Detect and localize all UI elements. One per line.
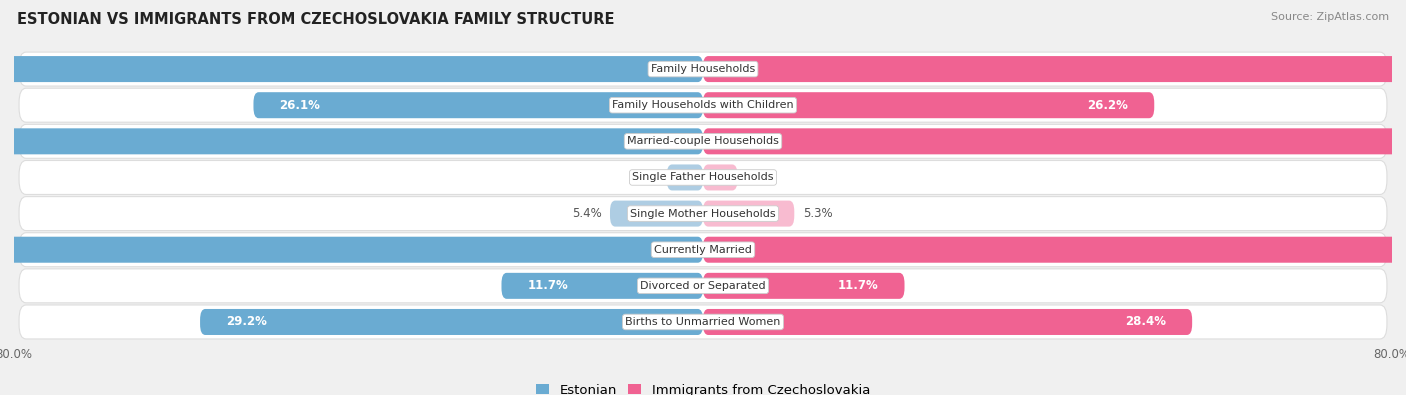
Text: 29.2%: 29.2% bbox=[226, 316, 267, 329]
FancyBboxPatch shape bbox=[0, 128, 703, 154]
FancyBboxPatch shape bbox=[0, 237, 703, 263]
Text: Family Households: Family Households bbox=[651, 64, 755, 74]
FancyBboxPatch shape bbox=[502, 273, 703, 299]
FancyBboxPatch shape bbox=[703, 164, 738, 190]
FancyBboxPatch shape bbox=[703, 56, 1406, 82]
Text: 11.7%: 11.7% bbox=[527, 279, 568, 292]
Text: 11.7%: 11.7% bbox=[838, 279, 879, 292]
FancyBboxPatch shape bbox=[703, 128, 1406, 154]
Text: 2.0%: 2.0% bbox=[747, 171, 776, 184]
FancyBboxPatch shape bbox=[253, 92, 703, 118]
Text: 26.2%: 26.2% bbox=[1088, 99, 1129, 112]
Text: Divorced or Separated: Divorced or Separated bbox=[640, 281, 766, 291]
Text: Single Mother Households: Single Mother Households bbox=[630, 209, 776, 218]
FancyBboxPatch shape bbox=[0, 56, 703, 82]
Text: Single Father Households: Single Father Households bbox=[633, 173, 773, 182]
Text: Births to Unmarried Women: Births to Unmarried Women bbox=[626, 317, 780, 327]
Text: 2.1%: 2.1% bbox=[628, 171, 658, 184]
FancyBboxPatch shape bbox=[703, 237, 1406, 263]
Text: Source: ZipAtlas.com: Source: ZipAtlas.com bbox=[1271, 12, 1389, 22]
Text: Currently Married: Currently Married bbox=[654, 245, 752, 255]
FancyBboxPatch shape bbox=[703, 201, 794, 227]
FancyBboxPatch shape bbox=[20, 124, 1386, 158]
FancyBboxPatch shape bbox=[200, 309, 703, 335]
FancyBboxPatch shape bbox=[20, 269, 1386, 303]
FancyBboxPatch shape bbox=[703, 309, 1192, 335]
Text: 5.3%: 5.3% bbox=[803, 207, 832, 220]
Legend: Estonian, Immigrants from Czechoslovakia: Estonian, Immigrants from Czechoslovakia bbox=[531, 379, 875, 395]
FancyBboxPatch shape bbox=[20, 197, 1386, 231]
FancyBboxPatch shape bbox=[20, 160, 1386, 194]
FancyBboxPatch shape bbox=[20, 52, 1386, 86]
FancyBboxPatch shape bbox=[20, 88, 1386, 122]
FancyBboxPatch shape bbox=[20, 233, 1386, 267]
Text: 5.4%: 5.4% bbox=[572, 207, 602, 220]
Text: 26.1%: 26.1% bbox=[280, 99, 321, 112]
FancyBboxPatch shape bbox=[610, 201, 703, 227]
Text: 28.4%: 28.4% bbox=[1125, 316, 1167, 329]
FancyBboxPatch shape bbox=[666, 164, 703, 190]
FancyBboxPatch shape bbox=[703, 273, 904, 299]
Text: Family Households with Children: Family Households with Children bbox=[612, 100, 794, 110]
Text: ESTONIAN VS IMMIGRANTS FROM CZECHOSLOVAKIA FAMILY STRUCTURE: ESTONIAN VS IMMIGRANTS FROM CZECHOSLOVAK… bbox=[17, 12, 614, 27]
FancyBboxPatch shape bbox=[703, 92, 1154, 118]
FancyBboxPatch shape bbox=[20, 305, 1386, 339]
Text: Married-couple Households: Married-couple Households bbox=[627, 136, 779, 146]
